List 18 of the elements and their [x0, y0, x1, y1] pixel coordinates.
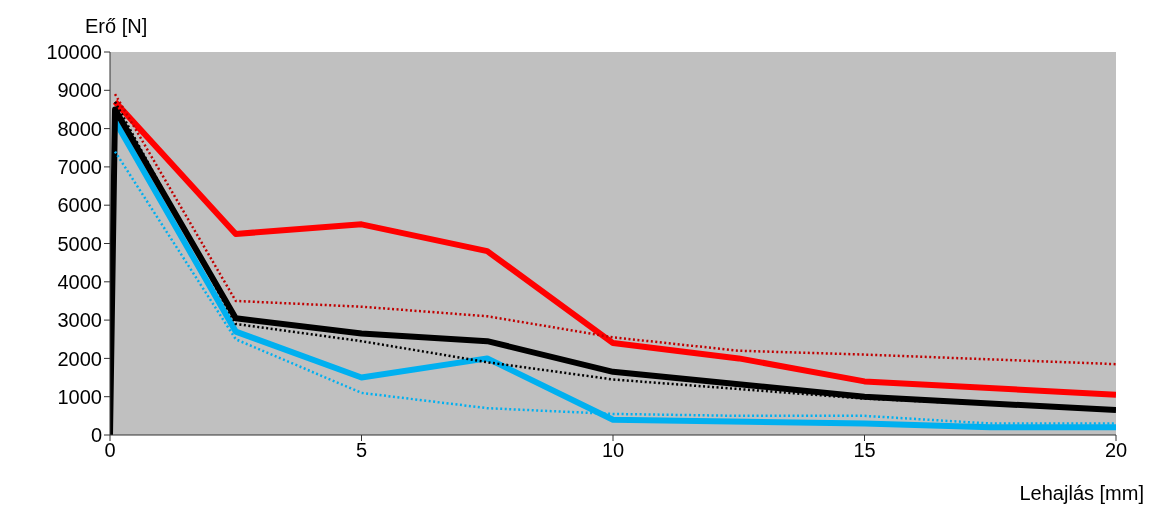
y-tick-label: 6000	[57, 194, 102, 217]
y-tick-label: 2000	[57, 347, 102, 370]
x-tick-label: 5	[355, 439, 368, 462]
x-tick-label: 10	[601, 439, 625, 462]
y-tick-label: 3000	[57, 309, 102, 332]
y-tick-label: 5000	[57, 232, 102, 255]
x-tick-label: 0	[104, 439, 116, 462]
x-tick-label: 20	[1104, 439, 1128, 462]
y-axis-title: Erő [N]	[85, 15, 148, 38]
y-tick-label: 7000	[57, 156, 102, 178]
y-tick-label: 10000	[46, 41, 102, 64]
y-tick-label: 0	[90, 424, 102, 447]
y-tick-label: 8000	[57, 117, 102, 140]
y-tick-label: 9000	[57, 79, 102, 102]
x-tick-label: 15	[853, 439, 876, 462]
x-axis-title: Lehajlás [mm]	[1019, 482, 1144, 505]
y-tick-label: 4000	[57, 270, 102, 293]
y-tick-label: 1000	[57, 385, 102, 408]
